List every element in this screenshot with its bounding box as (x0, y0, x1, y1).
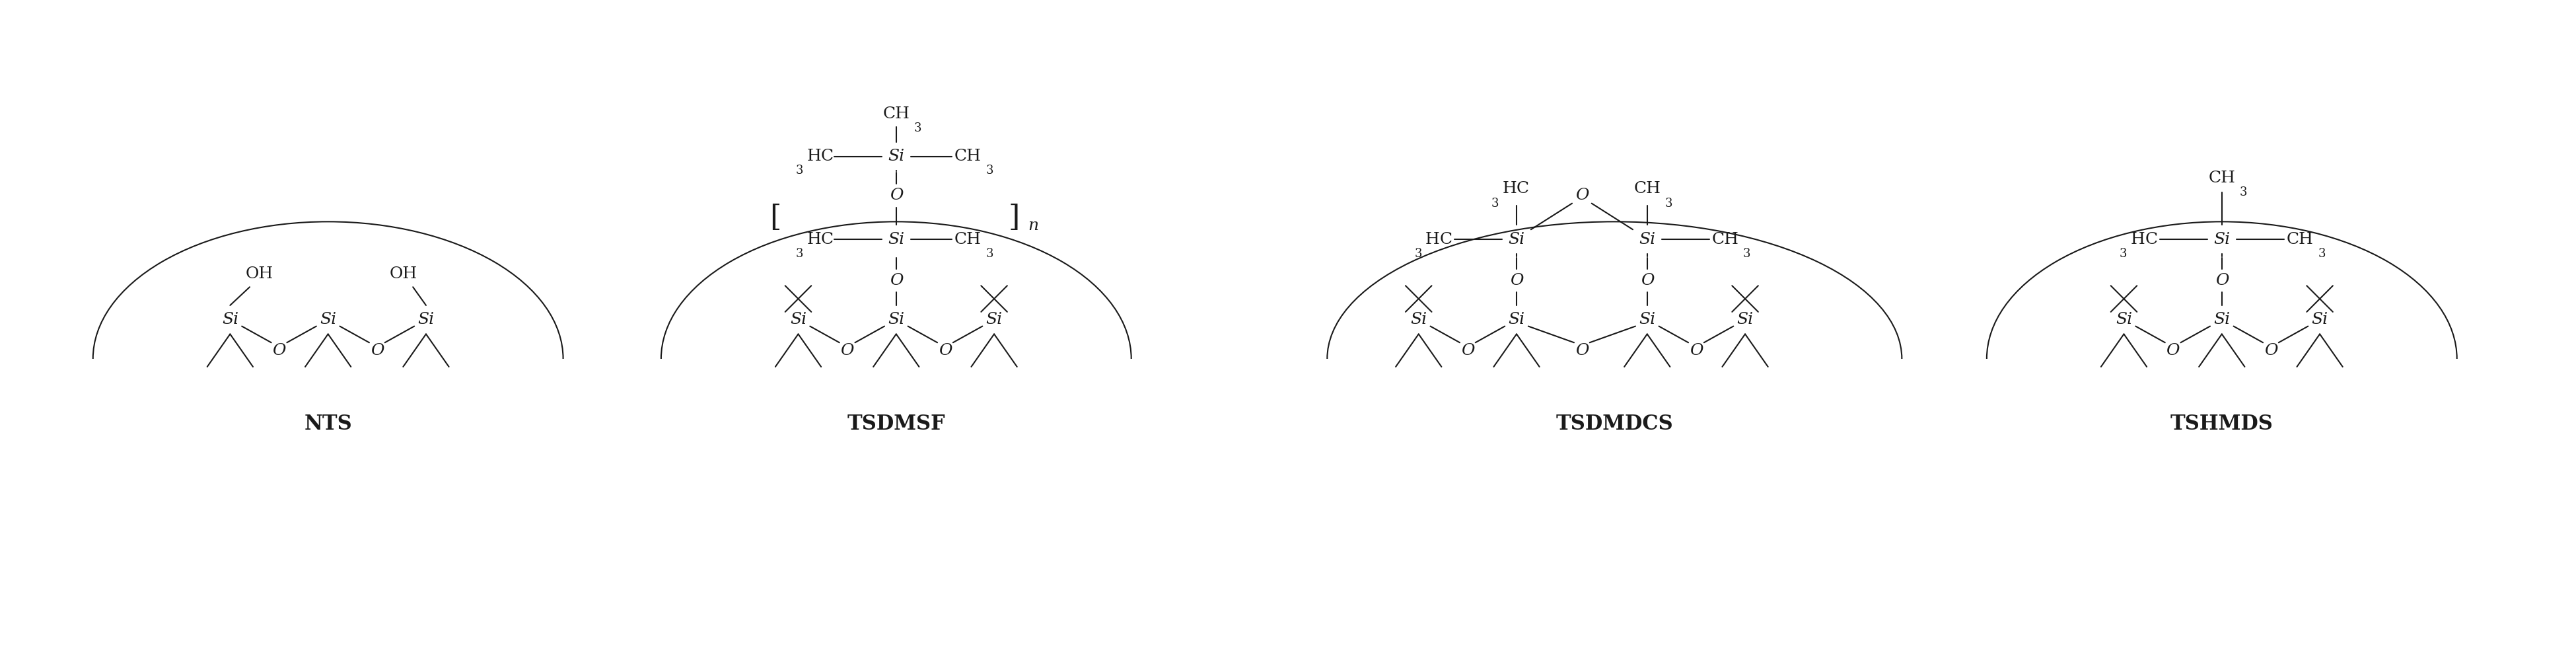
Text: 3: 3 (987, 248, 994, 260)
Text: Si: Si (222, 312, 240, 328)
Text: 3: 3 (1492, 198, 1499, 210)
Text: H: H (806, 149, 822, 164)
Text: Si: Si (791, 312, 806, 328)
Text: Si: Si (1510, 312, 1525, 328)
Text: O: O (1574, 343, 1589, 358)
Text: 3: 3 (987, 165, 994, 177)
Text: 3: 3 (1664, 198, 1672, 210)
Text: Si: Si (319, 312, 337, 328)
Text: NTS: NTS (304, 414, 353, 434)
Text: O: O (840, 343, 855, 358)
Text: H: H (1425, 232, 1440, 247)
Text: Si: Si (889, 232, 904, 247)
Text: O: O (1510, 273, 1522, 288)
Text: O: O (1641, 273, 1654, 288)
Text: Si: Si (2115, 312, 2133, 328)
Text: Si: Si (2213, 232, 2231, 247)
Text: H: H (806, 232, 822, 247)
Text: Si: Si (1510, 232, 1525, 247)
Text: C: C (2146, 232, 2159, 247)
Text: Si: Si (2213, 312, 2231, 328)
Text: OH: OH (245, 266, 273, 281)
Text: 3: 3 (1414, 248, 1422, 260)
Text: 3: 3 (2318, 248, 2326, 260)
Text: C: C (822, 149, 835, 164)
Text: O: O (889, 188, 904, 203)
Text: O: O (1690, 343, 1703, 358)
Text: Si: Si (889, 312, 904, 328)
Text: ]: ] (1007, 204, 1020, 232)
Text: 3: 3 (1744, 248, 1752, 260)
Text: TSHMDS: TSHMDS (2172, 414, 2272, 434)
Text: 3: 3 (2120, 248, 2128, 260)
Text: CH: CH (1713, 232, 1739, 247)
Text: O: O (889, 273, 904, 288)
Text: Si: Si (987, 312, 1002, 328)
Text: Si: Si (1638, 312, 1656, 328)
Text: CH: CH (2208, 170, 2236, 185)
Text: C: C (822, 232, 835, 247)
Text: Si: Si (889, 149, 904, 164)
Text: [: [ (770, 204, 781, 232)
Text: H: H (1502, 181, 1517, 196)
Text: CH: CH (956, 232, 981, 247)
Text: O: O (2166, 343, 2179, 358)
Text: O: O (371, 343, 384, 358)
Text: TSDMSF: TSDMSF (848, 414, 945, 434)
Text: Si: Si (1638, 232, 1656, 247)
Text: O: O (1461, 343, 1473, 358)
Text: CH: CH (2287, 232, 2313, 247)
Text: 3: 3 (2239, 186, 2246, 198)
Text: Si: Si (417, 312, 435, 328)
Text: 3: 3 (796, 165, 804, 177)
Text: CH: CH (956, 149, 981, 164)
Text: O: O (1574, 188, 1589, 203)
Text: H: H (2130, 232, 2146, 247)
Text: O: O (273, 343, 286, 358)
Text: TSDMDCS: TSDMDCS (1556, 414, 1674, 434)
Text: O: O (2215, 273, 2228, 288)
Text: C: C (1440, 232, 1453, 247)
Text: n: n (1028, 218, 1038, 233)
Text: C: C (1517, 181, 1530, 196)
Text: CH: CH (884, 106, 909, 121)
Text: Si: Si (2311, 312, 2329, 328)
Text: 3: 3 (914, 123, 922, 134)
Text: O: O (938, 343, 953, 358)
Text: 3: 3 (796, 248, 804, 260)
Text: O: O (2264, 343, 2277, 358)
Text: Si: Si (1409, 312, 1427, 328)
Text: Si: Si (1736, 312, 1754, 328)
Text: CH: CH (1633, 181, 1662, 196)
Text: OH: OH (389, 266, 417, 281)
